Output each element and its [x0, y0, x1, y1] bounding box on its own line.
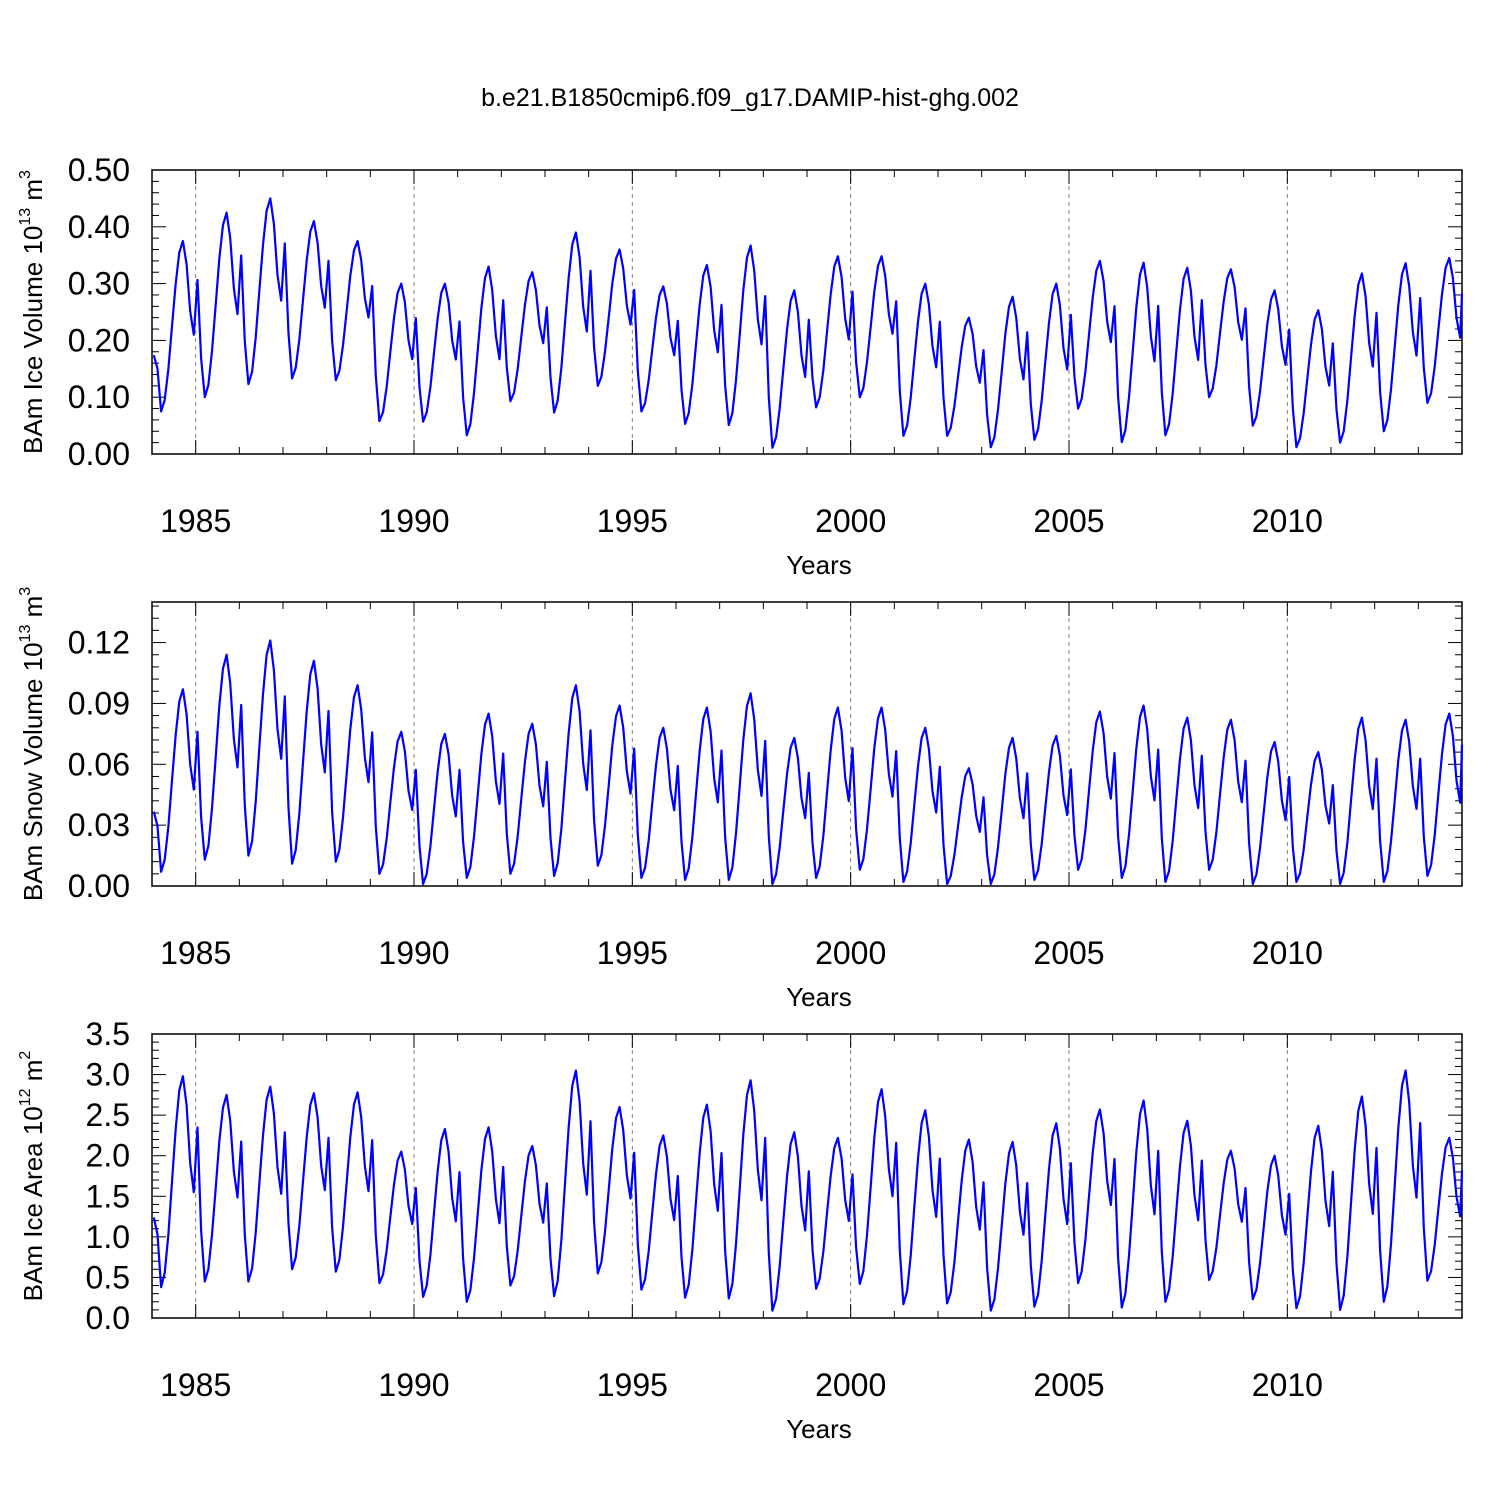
series-line-1 — [152, 197, 1464, 449]
y-tick-label: 0.30 — [68, 266, 130, 302]
x-tick-label: 1995 — [597, 935, 668, 971]
y-tick-label: 0.09 — [68, 685, 130, 721]
y-tick-label: 0.00 — [68, 436, 130, 472]
y-tick-label: 1.0 — [86, 1219, 130, 1255]
x-tick-label: 2010 — [1252, 935, 1323, 971]
chart-panel-2: 0.00 0.03 0.06 0.09 0.12 1985 1990 1995 2000 2005… — [17, 587, 1464, 1012]
y-tick-label: 0.12 — [68, 625, 130, 661]
x-axis-label: Years — [786, 550, 852, 580]
x-tick-label: 1995 — [597, 1367, 668, 1403]
plot-frame — [151, 169, 1463, 455]
y-tick-label: 3.5 — [86, 1016, 130, 1052]
x-tick-label: 2000 — [815, 1367, 886, 1403]
x-tick-label: 1985 — [160, 935, 231, 971]
x-tick-label: 1990 — [378, 503, 449, 539]
x-tick-label: 1990 — [378, 1367, 449, 1403]
y-axis-label: BAm Snow Volume 1013 m3 — [17, 587, 48, 901]
y-tick-label: 1.5 — [86, 1178, 130, 1214]
y-tick-label: 0.03 — [68, 807, 130, 843]
y-tick-label: 2.0 — [86, 1138, 130, 1174]
y-tick-label: 0.40 — [68, 209, 130, 245]
y-tick-label: 0.00 — [68, 868, 130, 904]
x-tick-label: 1995 — [597, 503, 668, 539]
chart-panel-1: 0.00 0.10 0.20 0.30 0.40 0.50 1985 1990 1995 2000… — [17, 152, 1464, 580]
x-tick-label: 2005 — [1033, 503, 1104, 539]
x-tick-label: 1990 — [378, 935, 449, 971]
y-tick-label: 0.20 — [68, 322, 130, 358]
y-tick-label: 0.0 — [86, 1300, 130, 1336]
y-tick-label: 2.5 — [86, 1097, 130, 1133]
plot-frame — [151, 601, 1463, 887]
x-tick-label: 2010 — [1252, 1367, 1323, 1403]
figure-title: b.e21.B1850cmip6.f09_g17.DAMIP-hist-ghg.… — [481, 84, 1019, 112]
x-tick-label: 1985 — [160, 503, 231, 539]
x-tick-label: 2000 — [815, 503, 886, 539]
x-tick-label: 2005 — [1033, 935, 1104, 971]
x-axis-label: Years — [786, 1414, 852, 1444]
x-tick-label: 2005 — [1033, 1367, 1104, 1403]
y-tick-label: 0.5 — [86, 1259, 130, 1295]
y-axis-label: BAm Ice Area 1012 m2 — [17, 1051, 48, 1302]
y-axis-label: BAm Ice Volume 1013 m3 — [17, 170, 48, 454]
x-tick-label: 2000 — [815, 935, 886, 971]
series-line-3 — [152, 1069, 1464, 1312]
series-line-2 — [152, 639, 1464, 886]
y-tick-label: 0.10 — [68, 379, 130, 415]
y-tick-label: 3.0 — [86, 1057, 130, 1093]
chart-panel-3: 0.0 0.5 1.0 1.5 2.0 2.5 3.0 3.5 1985 1990 1995 2000… — [17, 1016, 1464, 1444]
x-tick-label: 1985 — [160, 1367, 231, 1403]
y-tick-label: 0.50 — [68, 152, 130, 188]
x-tick-label: 2010 — [1252, 503, 1323, 539]
plot-frame — [151, 1033, 1463, 1319]
x-axis-label: Years — [786, 982, 852, 1012]
y-tick-label: 0.06 — [68, 746, 130, 782]
